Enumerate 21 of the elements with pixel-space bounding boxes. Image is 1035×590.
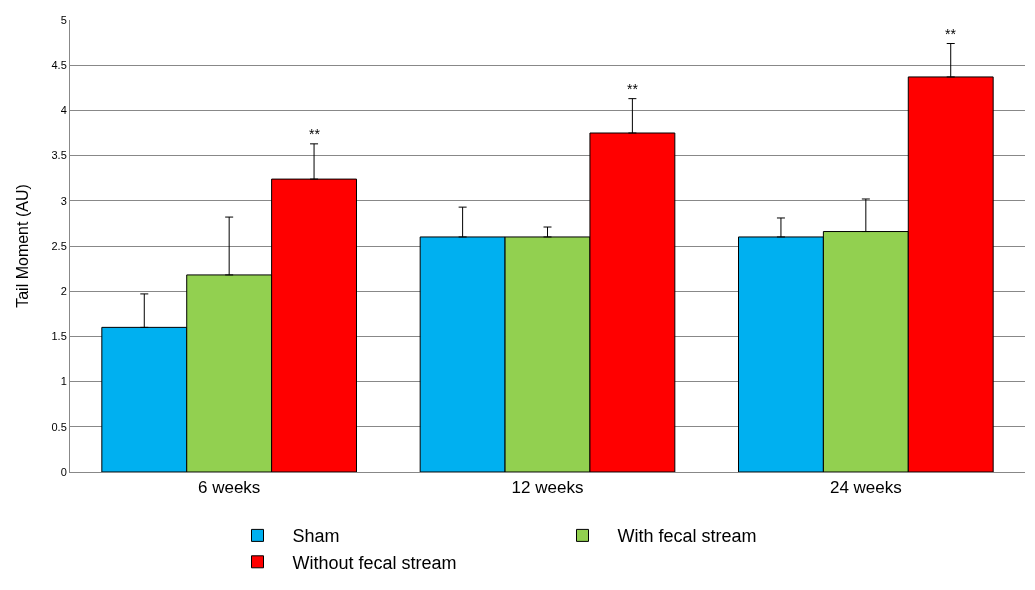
legend-label: Without fecal stream bbox=[292, 552, 457, 573]
y-tick-label: 0.5 bbox=[51, 420, 67, 433]
legend-label: Sham bbox=[292, 526, 340, 547]
y-tick-label: 3 bbox=[60, 194, 67, 207]
annotation: ** bbox=[627, 81, 639, 97]
x-tick-label: 6 weeks bbox=[197, 478, 261, 498]
legend-label: With fecal stream bbox=[617, 526, 757, 547]
y-tick-label: 0 bbox=[60, 465, 67, 478]
y-tick-label: 1.5 bbox=[51, 330, 67, 343]
y-tick-label: 4 bbox=[60, 104, 67, 117]
y-tick-label: 4.5 bbox=[51, 59, 67, 72]
annotation: ** bbox=[945, 26, 957, 42]
x-tick-label: 24 weeks bbox=[829, 478, 902, 498]
x-tick-label: 12 weeks bbox=[511, 478, 584, 498]
y-axis-title: Tail Moment (AU) bbox=[14, 184, 31, 308]
y-tick-label: 2 bbox=[60, 285, 67, 298]
y-tick-label: 5 bbox=[60, 13, 67, 26]
y-tick-label: 3.5 bbox=[51, 149, 67, 162]
y-tick-label: 2.5 bbox=[51, 239, 67, 252]
annotation: ** bbox=[309, 126, 321, 142]
y-tick-label: 1 bbox=[60, 375, 67, 388]
